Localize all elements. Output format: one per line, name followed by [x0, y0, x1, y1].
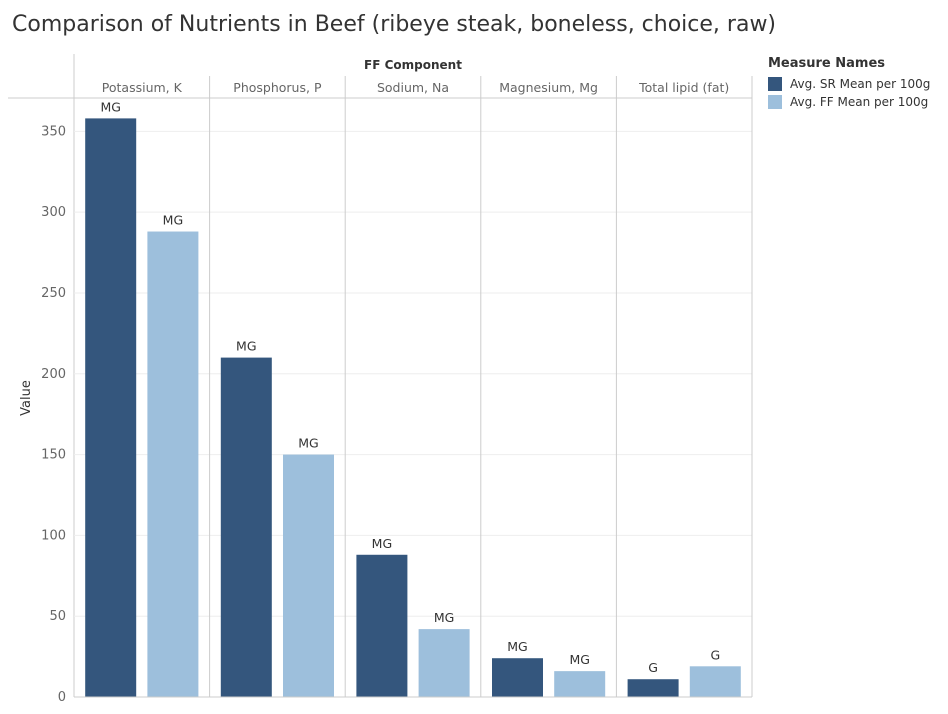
bar-data-label: MG	[434, 610, 454, 625]
bar-data-label: MG	[163, 213, 183, 228]
legend-label-sr: Avg. SR Mean per 100g	[790, 77, 931, 91]
category-label: Sodium, Na	[377, 80, 449, 95]
legend-item-sr[interactable]: Avg. SR Mean per 100g	[768, 77, 930, 91]
y-tick-label: 50	[49, 609, 66, 624]
legend-swatch-sr	[768, 77, 782, 91]
bar-sr	[220, 357, 272, 697]
y-tick-label: 100	[41, 528, 66, 543]
bar-ff	[147, 231, 199, 697]
category-label: Potassium, K	[102, 80, 183, 95]
legend: Measure Names Avg. SR Mean per 100g Avg.…	[768, 56, 930, 113]
bar-sr	[627, 679, 679, 697]
y-tick-label: 250	[41, 286, 66, 301]
bar-ff	[283, 454, 334, 697]
bar-data-label: MG	[372, 536, 392, 551]
bar-data-label: MG	[569, 652, 589, 667]
bar-data-label: MG	[507, 639, 527, 654]
column-header-title: FF Component	[364, 58, 462, 72]
legend-swatch-ff	[768, 95, 782, 109]
y-axis-label: Value	[19, 380, 34, 416]
category-label: Magnesium, Mg	[499, 80, 598, 95]
bar-ff	[689, 666, 741, 697]
y-tick-label: 300	[41, 205, 66, 220]
bar-data-label: MG	[236, 339, 256, 354]
legend-title: Measure Names	[768, 56, 886, 71]
bar-data-label: MG	[100, 99, 120, 114]
y-tick-label: 350	[41, 124, 66, 139]
y-tick-label: 150	[41, 448, 66, 463]
category-label: Total lipid (fat)	[638, 80, 729, 95]
bar-ff	[418, 629, 470, 697]
bar-data-label: G	[710, 647, 720, 662]
category-label: Phosphorus, P	[233, 80, 322, 95]
y-tick-label: 200	[41, 367, 66, 382]
chart-title: Comparison of Nutrients in Beef (ribeye …	[12, 12, 777, 37]
bar-data-label: G	[648, 660, 658, 675]
legend-label-ff: Avg. FF Mean per 100g	[790, 95, 929, 109]
bar-sr	[492, 658, 543, 697]
bar-data-label: MG	[298, 436, 318, 451]
legend-item-ff[interactable]: Avg. FF Mean per 100g	[768, 95, 930, 109]
bar-ff	[554, 671, 606, 697]
bar-sr	[356, 554, 408, 697]
bar-sr	[85, 118, 137, 697]
y-tick-label: 0	[58, 690, 66, 705]
